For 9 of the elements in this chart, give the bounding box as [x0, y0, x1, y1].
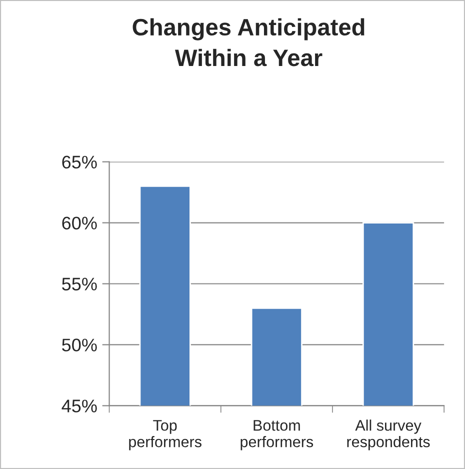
y-tick-label: 50% [62, 338, 97, 352]
x-tick-label: All survey respondents [347, 420, 430, 450]
x-tick-label: Bottom performers [240, 420, 314, 450]
y-tick-label: 45% [62, 400, 97, 412]
chart-title: Changes Anticipated Within a Year [132, 18, 364, 66]
y-tick-label: 65% [62, 156, 97, 169]
y-tick-label: 55% [62, 278, 97, 290]
x-tick-label: Top performers [129, 420, 202, 450]
y-tick-label: 60% [62, 216, 97, 230]
